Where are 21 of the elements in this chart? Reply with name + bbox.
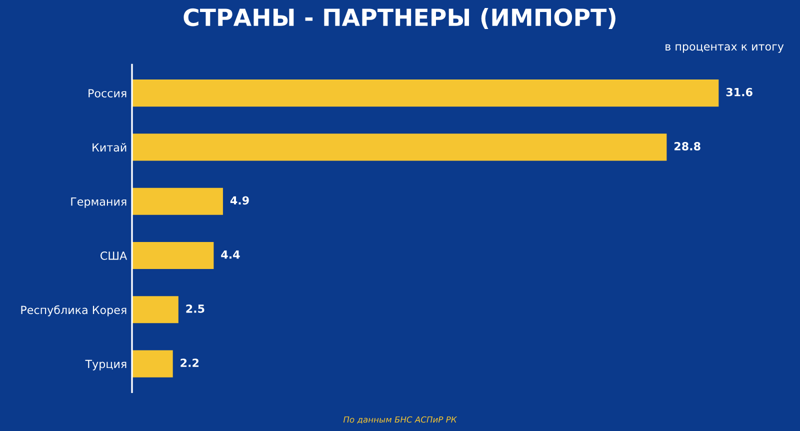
text: По данным БНС АСПиР РК — [343, 416, 458, 424]
chart-title: СТРАНЫ - ПАРТНЕРЫ (ИМПОРТ) — [184, 8, 616, 30]
data-label: 4.4 — [221, 250, 240, 259]
data-label: 2.2 — [180, 358, 199, 367]
bar — [132, 188, 223, 215]
y-tick-label: Россия — [88, 89, 126, 98]
y-tick-label: Китай — [92, 143, 126, 152]
data-label: 4.9 — [230, 196, 249, 205]
data-label: 28.8 — [674, 142, 700, 150]
bar — [132, 242, 214, 270]
bar — [132, 296, 178, 324]
bar — [132, 350, 173, 378]
y-tick-label: Турция — [85, 360, 126, 370]
y-tick-label: Республика Корея — [21, 305, 126, 316]
y-tick-label: США — [100, 251, 128, 260]
bar — [132, 80, 719, 107]
bar — [132, 134, 667, 161]
y-tick-label: Германия — [71, 197, 126, 208]
chart-subtitle: в процентах к итогу — [666, 44, 784, 53]
data-label: 2.5 — [186, 304, 204, 313]
data-label: 31.6 — [726, 88, 752, 96]
